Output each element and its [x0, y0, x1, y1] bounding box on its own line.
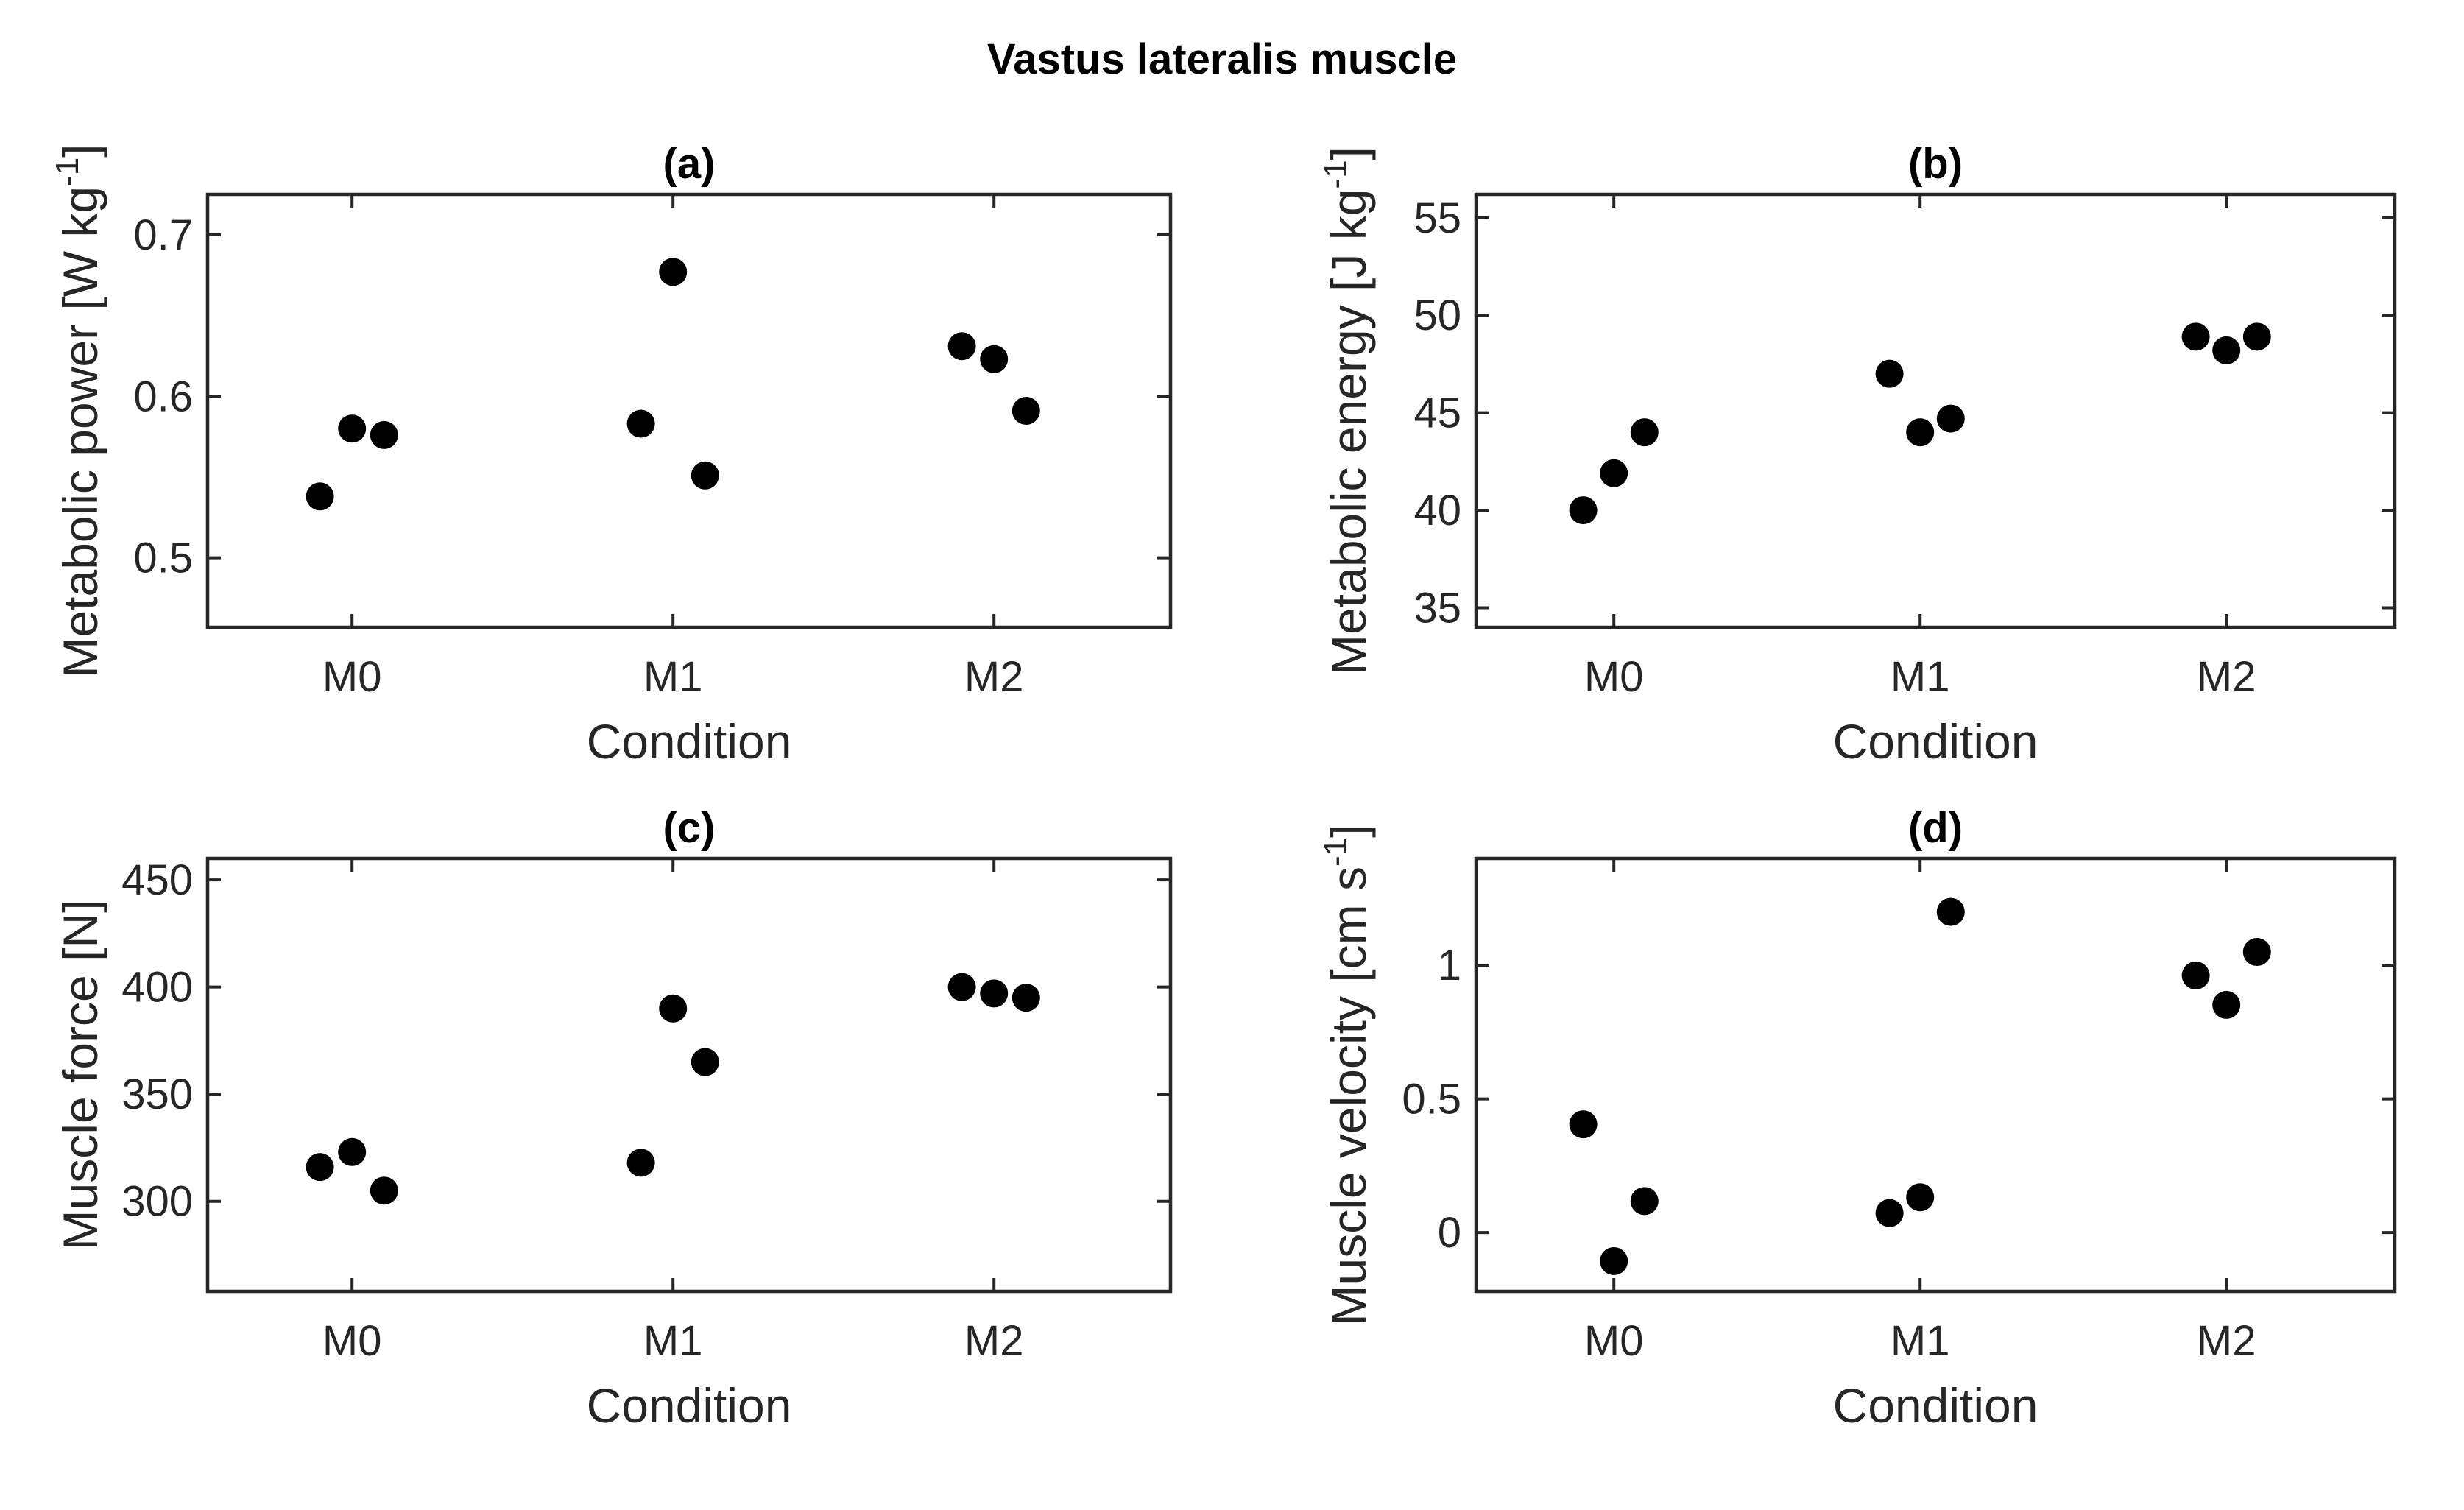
data-point [1906, 1183, 1935, 1212]
data-point [1569, 496, 1598, 525]
y-tick-label: 55 [1413, 194, 1461, 242]
x-tick-label: M0 [1584, 1317, 1644, 1365]
figure-title: Vastus lateralis muscle [987, 35, 1457, 83]
y-tick-label: 350 [121, 1070, 193, 1118]
data-point [1600, 1246, 1628, 1275]
axes-frame [205, 192, 1173, 629]
x-axis-label: Condition [1833, 714, 2038, 769]
x-tick-label: M0 [1584, 653, 1644, 701]
data-point [2242, 938, 2271, 967]
y-tick-label: 0.6 [133, 373, 193, 420]
data-point [626, 409, 655, 438]
data-point [1936, 404, 1965, 433]
data-point [370, 1176, 398, 1205]
panel-c: (c) M0 M1 M2 300 350 400 450 Condition Muscle for… [53, 804, 1173, 1433]
data-point [980, 345, 1009, 373]
y-tick-label: 300 [121, 1178, 193, 1226]
x-tick-label: M2 [2197, 1317, 2256, 1365]
data-point [370, 420, 398, 449]
data-point [691, 461, 719, 490]
x-axis-label: Condition [587, 714, 792, 769]
data-point [2181, 961, 2210, 989]
x-tick-label: M1 [1891, 653, 1950, 701]
x-axis-label: Condition [1833, 1378, 2038, 1433]
data-point [1600, 459, 1628, 487]
y-axis-label: Metabolic power [W kg-1] [49, 144, 107, 677]
data-point [1936, 897, 1965, 926]
axes-frame [205, 856, 1173, 1294]
panel-a: (a) M0 M1 M2 0.5 0.6 0.7 Condition Metabolic pow… [49, 140, 1173, 769]
y-tick-label: 45 [1413, 389, 1461, 437]
data-point [306, 1153, 334, 1182]
x-tick-label: M0 [322, 1317, 382, 1365]
y-tick-label: 1 [1438, 942, 1461, 989]
data-point [338, 1137, 367, 1166]
data-point [2212, 336, 2241, 364]
data-point [980, 979, 1009, 1008]
data-point [2212, 990, 2241, 1019]
x-tick-label: M2 [964, 1317, 1024, 1365]
panels: (a) M0 M1 M2 0.5 0.6 0.7 Condition Metabolic pow… [49, 140, 2397, 1433]
data-point [1630, 1187, 1659, 1216]
data-point [1012, 984, 1040, 1012]
y-tick-label: 0.5 [1402, 1076, 1461, 1123]
data-point [2242, 322, 2271, 351]
data-point [659, 258, 688, 286]
y-tick-label: 0.7 [133, 211, 193, 259]
y-axis-label: Metabolic energy [J kg-1] [1318, 147, 1376, 675]
y-tick-label: 0 [1438, 1209, 1461, 1257]
data-point [947, 332, 976, 361]
data-point [2181, 322, 2210, 351]
y-axis-label: Muscle force [N] [53, 900, 107, 1251]
data-point [338, 414, 367, 443]
y-tick-label: 50 [1413, 292, 1461, 339]
data-point [626, 1149, 655, 1177]
y-tick-label: 35 [1413, 585, 1461, 632]
x-tick-label: M2 [964, 653, 1024, 701]
panel-title: (d) [1908, 804, 1963, 852]
panel-b: (b) M0 M1 M2 35 40 45 50 55 Condition Metabolic en… [1318, 140, 2397, 769]
data-point [947, 973, 976, 1001]
axes-frame [1474, 192, 2397, 629]
data-point [691, 1048, 719, 1076]
panel-title: (b) [1908, 140, 1963, 188]
data-point [1875, 1199, 1904, 1227]
panel-title: (a) [663, 140, 716, 188]
y-tick-label: 400 [121, 964, 193, 1012]
x-tick-label: M1 [1891, 1317, 1950, 1365]
x-tick-label: M0 [322, 653, 382, 701]
x-tick-label: M1 [643, 1317, 703, 1365]
data-point [1630, 418, 1659, 447]
data-point [1012, 397, 1040, 425]
x-axis-label: Condition [587, 1378, 792, 1433]
x-tick-label: M2 [2197, 653, 2256, 701]
panel-d: (d) M0 M1 M2 0 0.5 1 Condition Muscle velocity [… [1318, 804, 2397, 1433]
y-tick-label: 40 [1413, 487, 1461, 535]
y-tick-label: 0.5 [133, 535, 193, 582]
data-point [1906, 418, 1935, 447]
y-tick-label: 450 [121, 856, 193, 904]
axes-frame [1474, 856, 2397, 1294]
data-point [1875, 359, 1904, 388]
x-tick-label: M1 [643, 653, 703, 701]
data-point [659, 994, 688, 1023]
data-point [1569, 1110, 1598, 1139]
y-axis-label: Muscle velocity [cm s-1] [1318, 825, 1376, 1326]
panel-title: (c) [663, 804, 716, 852]
data-point [306, 482, 334, 511]
